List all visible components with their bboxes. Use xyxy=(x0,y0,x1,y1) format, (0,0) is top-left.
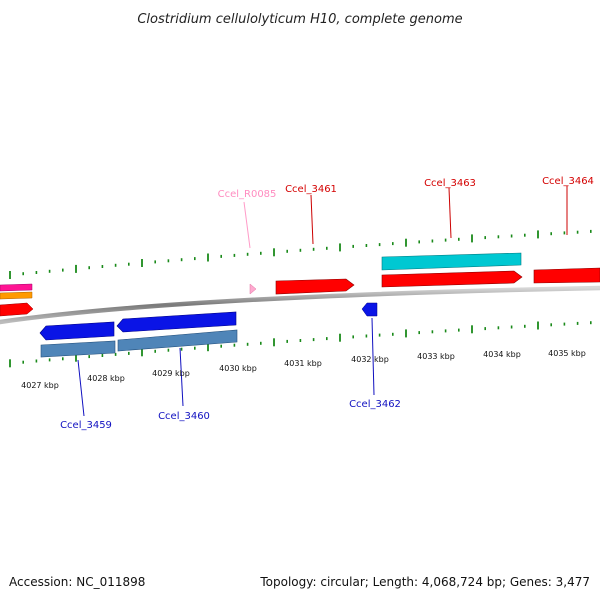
scale-label: 4028 kbp xyxy=(87,374,125,383)
leader-ccel-3460 xyxy=(179,347,184,407)
gene-arrow-ccel-3461[interactable] xyxy=(275,278,355,295)
label-ccel-3460[interactable]: Ccel_3460 xyxy=(158,411,210,422)
gene-arrow-ccel-3463[interactable] xyxy=(381,270,523,288)
scale-label: 4033 kbp xyxy=(417,352,455,361)
gene-arrow-offscreen-red[interactable] xyxy=(0,302,34,317)
leader-ccel-3461 xyxy=(310,194,314,245)
scale-label: 4031 kbp xyxy=(284,359,322,368)
leader-ccel-3463 xyxy=(448,187,452,239)
scale-label: 4029 kbp xyxy=(152,369,190,378)
gene-arrow-ccel-3462[interactable] xyxy=(361,302,378,317)
reverse-tick-track xyxy=(9,321,592,368)
gene-arrow-ccel-r0085[interactable] xyxy=(249,283,257,295)
scale-label: 4034 kbp xyxy=(483,350,521,359)
gene-arrow-offscreen-pink[interactable] xyxy=(0,283,33,292)
label-ccel-r0085[interactable]: Ccel_R0085 xyxy=(218,189,277,200)
leader-ccel-r0085 xyxy=(243,201,251,249)
scale-label: 4030 kbp xyxy=(219,364,257,373)
gene-labels: Ccel_R0085 Ccel_3461 Ccel_3463 Ccel_3464… xyxy=(60,176,594,431)
scale-labels: 4027 kbp 4028 kbp 4029 kbp 4030 kbp 4031… xyxy=(21,349,586,390)
scale-label: 4027 kbp xyxy=(21,381,59,390)
label-ccel-3461[interactable]: Ccel_3461 xyxy=(285,184,337,195)
gene-arrow-offscreen-orange[interactable] xyxy=(0,291,33,300)
label-ccel-3463[interactable]: Ccel_3463 xyxy=(424,178,476,189)
genome-summary-text: Topology: circular; Length: 4,068,724 bp… xyxy=(259,575,590,589)
leader-ccel-3459 xyxy=(77,359,85,417)
genome-backbone xyxy=(0,285,600,325)
forward-tick-track xyxy=(9,229,592,279)
label-ccel-3459[interactable]: Ccel_3459 xyxy=(60,420,112,431)
scale-label: 4035 kbp xyxy=(548,349,586,358)
gene-arrow-ccel-3460[interactable] xyxy=(116,311,237,333)
cds-bar-ccel-3459[interactable] xyxy=(40,340,116,358)
label-ccel-3464[interactable]: Ccel_3464 xyxy=(542,176,594,187)
accession-text: Accession: NC_011898 xyxy=(9,575,145,589)
label-ccel-3462[interactable]: Ccel_3462 xyxy=(349,399,401,410)
forward-features xyxy=(0,252,600,317)
map-title: Clostridium cellulolyticum H10, complete… xyxy=(137,12,462,27)
scale-label: 4032 kbp xyxy=(351,355,389,364)
gene-arrow-ccel-3464[interactable] xyxy=(533,267,600,284)
reverse-features xyxy=(39,302,378,358)
leader-ccel-3462 xyxy=(371,317,375,396)
cds-bar-ccel-3463[interactable] xyxy=(381,252,522,271)
gene-arrow-ccel-3459[interactable] xyxy=(39,321,115,341)
cds-bar-ccel-3460[interactable] xyxy=(117,329,238,352)
